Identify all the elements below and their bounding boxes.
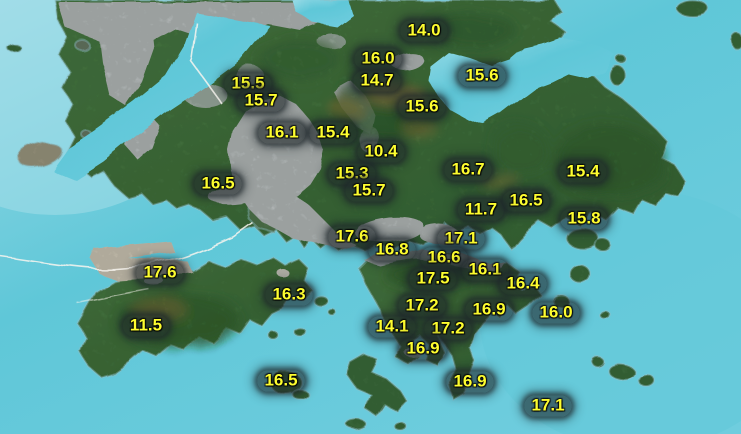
temperature-label: 15.7 [237,90,285,112]
temperature-label: 16.9 [465,299,513,321]
temperature-label: 15.8 [560,208,608,230]
temperature-label: 15.6 [398,96,446,118]
south-lantau-road [77,289,151,305]
temperature-label: 14.0 [400,20,448,42]
temperature-label: 16.7 [444,159,492,181]
starling-inlet [292,0,352,26]
landmass-lamma [344,352,408,418]
temperature-label: 16.0 [532,302,580,324]
deep-bay [52,12,270,180]
temperature-label: 16.5 [257,370,305,392]
temperature-label: 16.9 [399,338,447,360]
temperature-label: 16.9 [446,371,494,393]
temperature-label: 10.4 [357,141,405,163]
temperature-label: 14.7 [353,70,401,92]
temperature-label: 17.2 [398,295,446,317]
temperature-label: 17.2 [424,318,472,340]
north-lantau-highway [0,221,253,270]
temperature-label: 15.5 [224,73,272,95]
temperature-label: 16.5 [502,190,550,212]
temperature-label: 17.1 [524,395,572,417]
temperature-label: 15.3 [328,163,376,185]
temperature-label: 16.3 [265,284,313,306]
temperature-label: 16.8 [368,239,416,261]
shenzhen-bay-bridge [189,21,223,105]
tolo-harbour [428,38,614,124]
temperature-label: 15.7 [345,180,393,202]
open-sea-shade [480,190,741,434]
temperature-label: 15.4 [309,122,357,144]
temperature-label: 17.6 [136,262,184,284]
temperature-label: 17.6 [328,226,376,248]
temperature-label: 11.7 [457,199,505,221]
temperature-label: 16.1 [258,122,306,144]
temperature-label: 16.1 [461,259,509,281]
temperature-label: 15.4 [559,161,607,183]
temperature-label: 16.5 [194,173,242,195]
temperature-label: 14.1 [368,316,416,338]
bays [52,0,614,180]
temperature-label: 15.6 [458,65,506,87]
temperature-label: 11.5 [122,315,170,337]
roads [0,21,253,305]
temperature-label: 16.0 [354,48,402,70]
temperature-label: 16.4 [499,273,547,295]
temperature-label: 16.6 [420,247,468,269]
temperature-label: 17.1 [437,228,485,250]
temperature-label: 17.5 [409,268,457,290]
